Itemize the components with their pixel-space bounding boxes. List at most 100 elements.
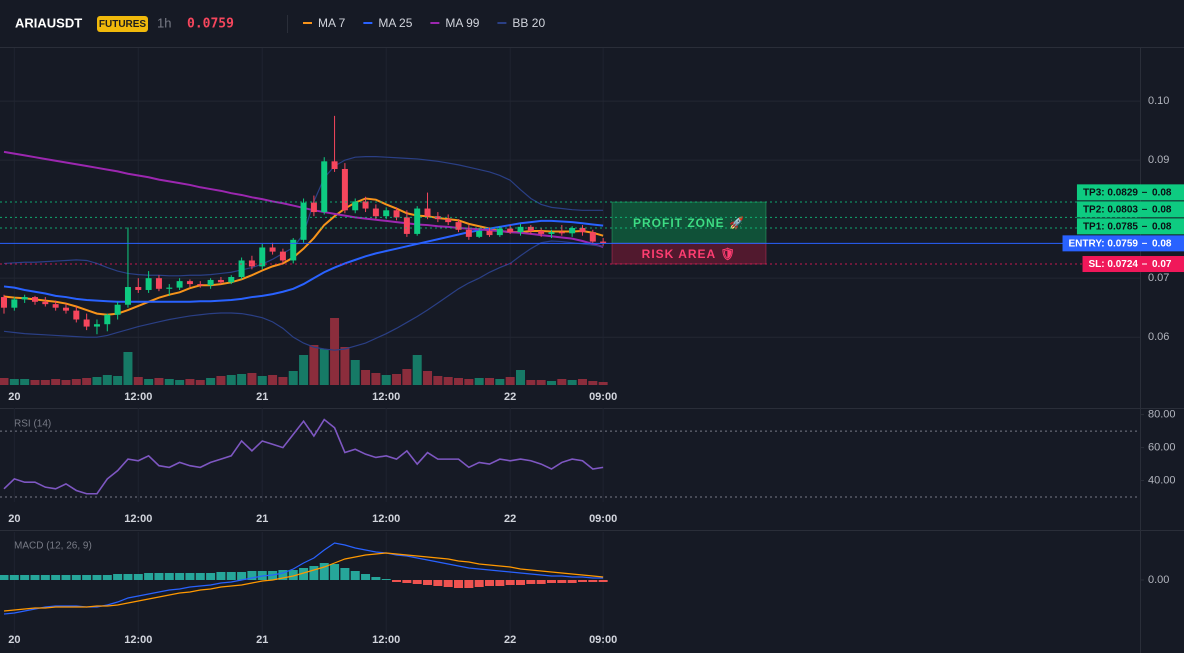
level-tag-bg xyxy=(1076,184,1184,201)
candle-body xyxy=(228,276,235,283)
histogram-bar xyxy=(495,580,505,586)
histogram-bar xyxy=(443,580,453,587)
volume-bar xyxy=(9,379,19,385)
x-tick-label: 12:00 xyxy=(124,391,152,403)
histogram-bar xyxy=(454,580,464,588)
volume-bar xyxy=(299,355,309,385)
candle-body xyxy=(145,278,152,290)
histogram-bar xyxy=(226,572,236,580)
candle-body xyxy=(93,324,100,327)
volume-bar xyxy=(577,379,587,385)
level-tag-bg xyxy=(1076,218,1184,235)
x-tick-label: 20 xyxy=(8,391,20,403)
candle-body xyxy=(517,226,524,233)
indicator-line xyxy=(3,219,604,303)
volume-bar xyxy=(175,380,185,385)
volume-bar xyxy=(40,380,50,385)
legend-label: MA 99 xyxy=(445,16,479,30)
volume-bar xyxy=(412,355,422,385)
volume-bar xyxy=(381,375,391,385)
volume-bar xyxy=(226,375,236,385)
histogram-bar xyxy=(516,580,525,585)
y-tick-label: 60.00 xyxy=(1148,441,1176,453)
last-price: 0.0759 xyxy=(187,17,234,32)
volume-bar xyxy=(567,380,577,385)
histogram-bar xyxy=(185,573,195,580)
histogram-bar xyxy=(536,580,546,584)
candle-body xyxy=(372,208,379,217)
x-tick-label: 21 xyxy=(256,634,268,646)
candle-body xyxy=(155,278,162,289)
histogram-bar xyxy=(557,580,567,583)
volume-bar xyxy=(164,379,174,385)
y-tick-label: 0.07 xyxy=(1148,272,1169,284)
candle-body xyxy=(1,297,7,308)
legend-label: BB 20 xyxy=(512,16,545,30)
histogram-bar xyxy=(371,577,381,580)
x-tick-label: 09:00 xyxy=(589,391,617,403)
volume-bar xyxy=(474,378,484,385)
candle-body xyxy=(589,232,596,242)
histogram-bar xyxy=(350,571,360,580)
volume-bar xyxy=(454,378,464,385)
candle-body xyxy=(476,230,483,237)
candle-body xyxy=(486,230,493,236)
candle-body xyxy=(11,299,18,308)
volume-bar xyxy=(51,379,61,385)
histogram-bar xyxy=(278,570,288,580)
volume-bar xyxy=(92,377,102,385)
volume-bar xyxy=(443,377,453,385)
level-axis-label: 0.08 xyxy=(1152,221,1172,232)
rsi-line xyxy=(3,418,604,495)
y-tick-label: 0.00 xyxy=(1148,574,1169,586)
candle-body xyxy=(558,232,565,234)
volume-bar xyxy=(113,376,123,385)
histogram-bar xyxy=(61,575,71,580)
level-label: SL: 0.0724 xyxy=(1089,259,1139,270)
candle-body xyxy=(31,297,38,302)
volume-bar xyxy=(71,379,81,385)
y-tick-label: 40.00 xyxy=(1148,474,1176,486)
histogram-bar xyxy=(82,575,92,580)
volume-bar xyxy=(598,382,608,385)
histogram-bar xyxy=(433,580,443,586)
histogram-bar xyxy=(40,575,50,580)
x-tick-label: 12:00 xyxy=(372,634,400,646)
histogram-bar xyxy=(299,568,309,580)
candle-body xyxy=(579,228,586,233)
level-label: TP1: 0.0785 xyxy=(1083,221,1138,232)
candle-body xyxy=(52,304,59,308)
candle-body xyxy=(73,310,80,320)
level-axis-label: 0.07 xyxy=(1152,259,1172,270)
zone-label: PROFIT ZONE 🚀 xyxy=(633,216,745,230)
x-tick-label: 12:00 xyxy=(124,634,152,646)
x-tick-label: 21 xyxy=(256,391,268,403)
histogram-bar xyxy=(392,580,402,582)
level-label: TP3: 0.0829 xyxy=(1083,187,1138,198)
volume-bar xyxy=(195,380,205,385)
level-tag: TP2: 0.0803 0.08 xyxy=(1076,201,1184,218)
volume-bar xyxy=(361,370,371,385)
x-tick-label: 22 xyxy=(504,391,516,403)
histogram-bar xyxy=(330,564,340,580)
volume-bar xyxy=(485,378,495,385)
y-tick-label: 0.09 xyxy=(1148,154,1169,166)
histogram-bar xyxy=(51,575,61,580)
candle-body xyxy=(424,208,431,217)
histogram-bar xyxy=(309,566,319,580)
histogram-bar xyxy=(546,580,556,583)
histogram-bar xyxy=(20,575,30,580)
level-axis-label: 0.08 xyxy=(1152,204,1172,215)
histogram-bar xyxy=(361,574,371,580)
badge: FUTURES xyxy=(99,19,147,30)
volume-bar xyxy=(154,378,164,385)
level-axis-label: 0.08 xyxy=(1152,187,1172,198)
candle-body xyxy=(269,247,276,252)
candle-body xyxy=(104,314,111,325)
histogram-bar xyxy=(567,580,577,583)
level-label: ENTRY: 0.0759 xyxy=(1069,238,1139,249)
candle-body xyxy=(186,281,193,285)
histogram-bar xyxy=(381,579,391,580)
candle-body xyxy=(538,230,545,234)
x-tick-label: 20 xyxy=(8,513,20,525)
